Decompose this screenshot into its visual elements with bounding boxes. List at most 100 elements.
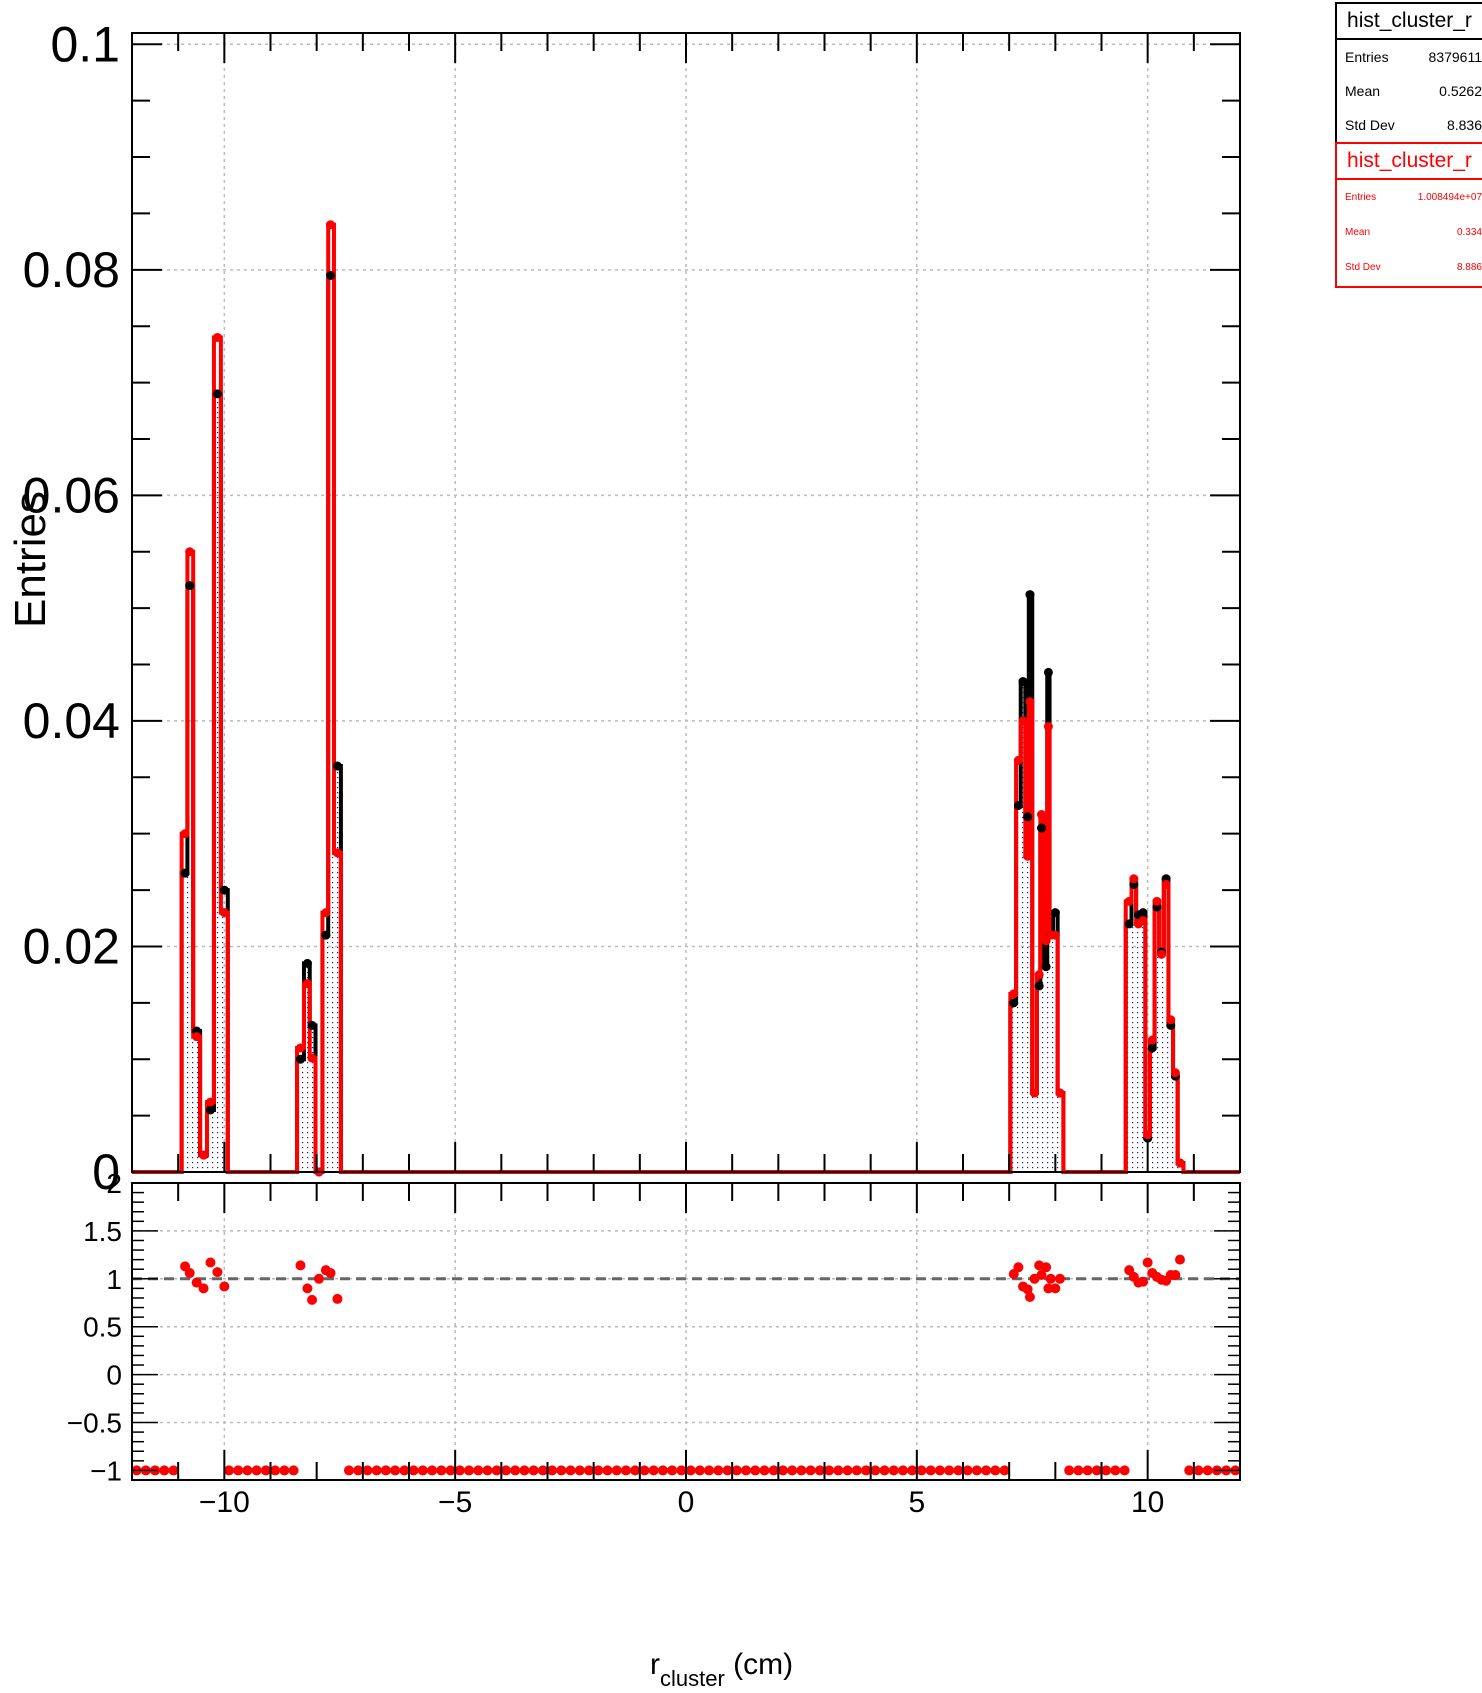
ratio-empty-point [805,1465,816,1476]
ratio-empty-point [990,1465,1001,1476]
ratio-empty-point [353,1465,364,1476]
y-axis-label: Entries [6,491,55,628]
ratio-empty-point [916,1465,927,1476]
ratio-empty-point [1193,1465,1204,1476]
black-point [326,270,336,280]
ratio-y-tick-label: −0.5 [67,1408,122,1439]
ratio-empty-point [962,1465,973,1476]
histogram-black-line [132,273,1240,1174]
main-plot-frame [131,32,1241,1173]
ratio-plot-frame [131,1182,1241,1481]
x-tick-label: −10 [199,1486,250,1519]
main-y-tick-label: 0.02 [23,918,120,974]
red-point [1170,1068,1180,1078]
ratio-empty-point [934,1465,945,1476]
ratio-empty-point [741,1465,752,1476]
red-point [1036,810,1046,820]
ratio-empty-point [731,1465,742,1476]
red-point [326,220,336,230]
ratio-empty-point [676,1465,687,1476]
black-point [307,1020,317,1030]
red-point [1157,949,1167,959]
black-point [180,868,190,878]
black-point [1023,812,1033,822]
ratio-empty-point [796,1465,807,1476]
ratio-empty-point [464,1465,475,1476]
ratio-empty-point [667,1465,678,1476]
red-point [332,848,342,858]
ratio-empty-point [445,1465,456,1476]
red-point [180,829,190,839]
ratio-empty-point [1119,1465,1130,1476]
ratio-empty-point [390,1465,401,1476]
ratio-empty-point [362,1465,373,1476]
ratio-empty-point [593,1465,604,1476]
red-point [1025,697,1035,707]
red-point [1018,716,1028,726]
ratio-empty-point [454,1465,465,1476]
ratio-empty-point [824,1465,835,1476]
ratio-empty-point [528,1465,539,1476]
ratio-point [1041,1262,1052,1273]
black-point [219,885,229,895]
black-point [205,1105,215,1115]
ratio-empty-point [547,1465,558,1476]
histogram-fill-pattern [132,275,1240,1172]
ratio-empty-point [565,1465,576,1476]
ratio-empty-point [925,1465,936,1476]
ratio-points [131,1254,1241,1476]
red-point [1143,1130,1153,1140]
ratio-point [1054,1273,1065,1284]
black-point [212,389,222,399]
black-point [1034,981,1044,991]
ratio-empty-point [1184,1465,1195,1476]
ratio-empty-point [657,1465,668,1476]
ratio-point [313,1273,324,1284]
stats-box-black: hist_cluster_r Entries 8379611 Mean 0.5262… [1335,2,1482,144]
main-y-tick-label: 0 [92,1144,120,1200]
ratio-empty-point [944,1465,955,1476]
ratio-empty-point [888,1465,899,1476]
black-point [1043,667,1053,677]
ratio-point [184,1268,195,1279]
ratio-empty-point [1101,1465,1112,1476]
main-y-tick-label: 0.06 [23,467,120,523]
ratio-empty-point [722,1465,733,1476]
ratio-empty-point [343,1465,354,1476]
red-point [212,332,222,342]
red-point [1009,989,1019,999]
red-point [302,979,312,989]
ratio-empty-point [270,1465,281,1476]
black-point [1013,800,1023,810]
black-point [1124,919,1134,929]
main-grid [132,33,1240,1172]
stats-row-entries: Entries 1.008494e+07 [1345,192,1482,203]
red-point [1124,896,1134,906]
ratio-empty-point [427,1465,438,1476]
ratio-empty-point [1202,1465,1213,1476]
x-axis-label-r: r [650,1648,660,1681]
stats-row-stddev: Std Dev 8.886 [1345,262,1482,273]
black-point [1138,908,1148,918]
histogram-points [180,220,1185,1177]
black-point [1009,998,1019,1008]
histogram-black-fill [132,275,1240,1172]
ratio-empty-point [648,1465,659,1476]
ratio-empty-point [685,1465,696,1476]
ratio-point [1024,1292,1035,1303]
red-point [296,1043,306,1053]
ratio-empty-point [777,1465,788,1476]
black-point [296,1054,306,1064]
black-point [1025,590,1035,600]
ratio-empty-point [630,1465,641,1476]
ratio-empty-point [288,1465,299,1476]
ratio-point [1045,1273,1056,1284]
red-point [1138,916,1148,926]
ratio-empty-point [602,1465,613,1476]
ratio-point [1138,1276,1149,1287]
red-point [1147,1035,1157,1045]
ratio-empty-point [814,1465,825,1476]
red-point [1175,1158,1185,1168]
red-point [185,547,195,557]
